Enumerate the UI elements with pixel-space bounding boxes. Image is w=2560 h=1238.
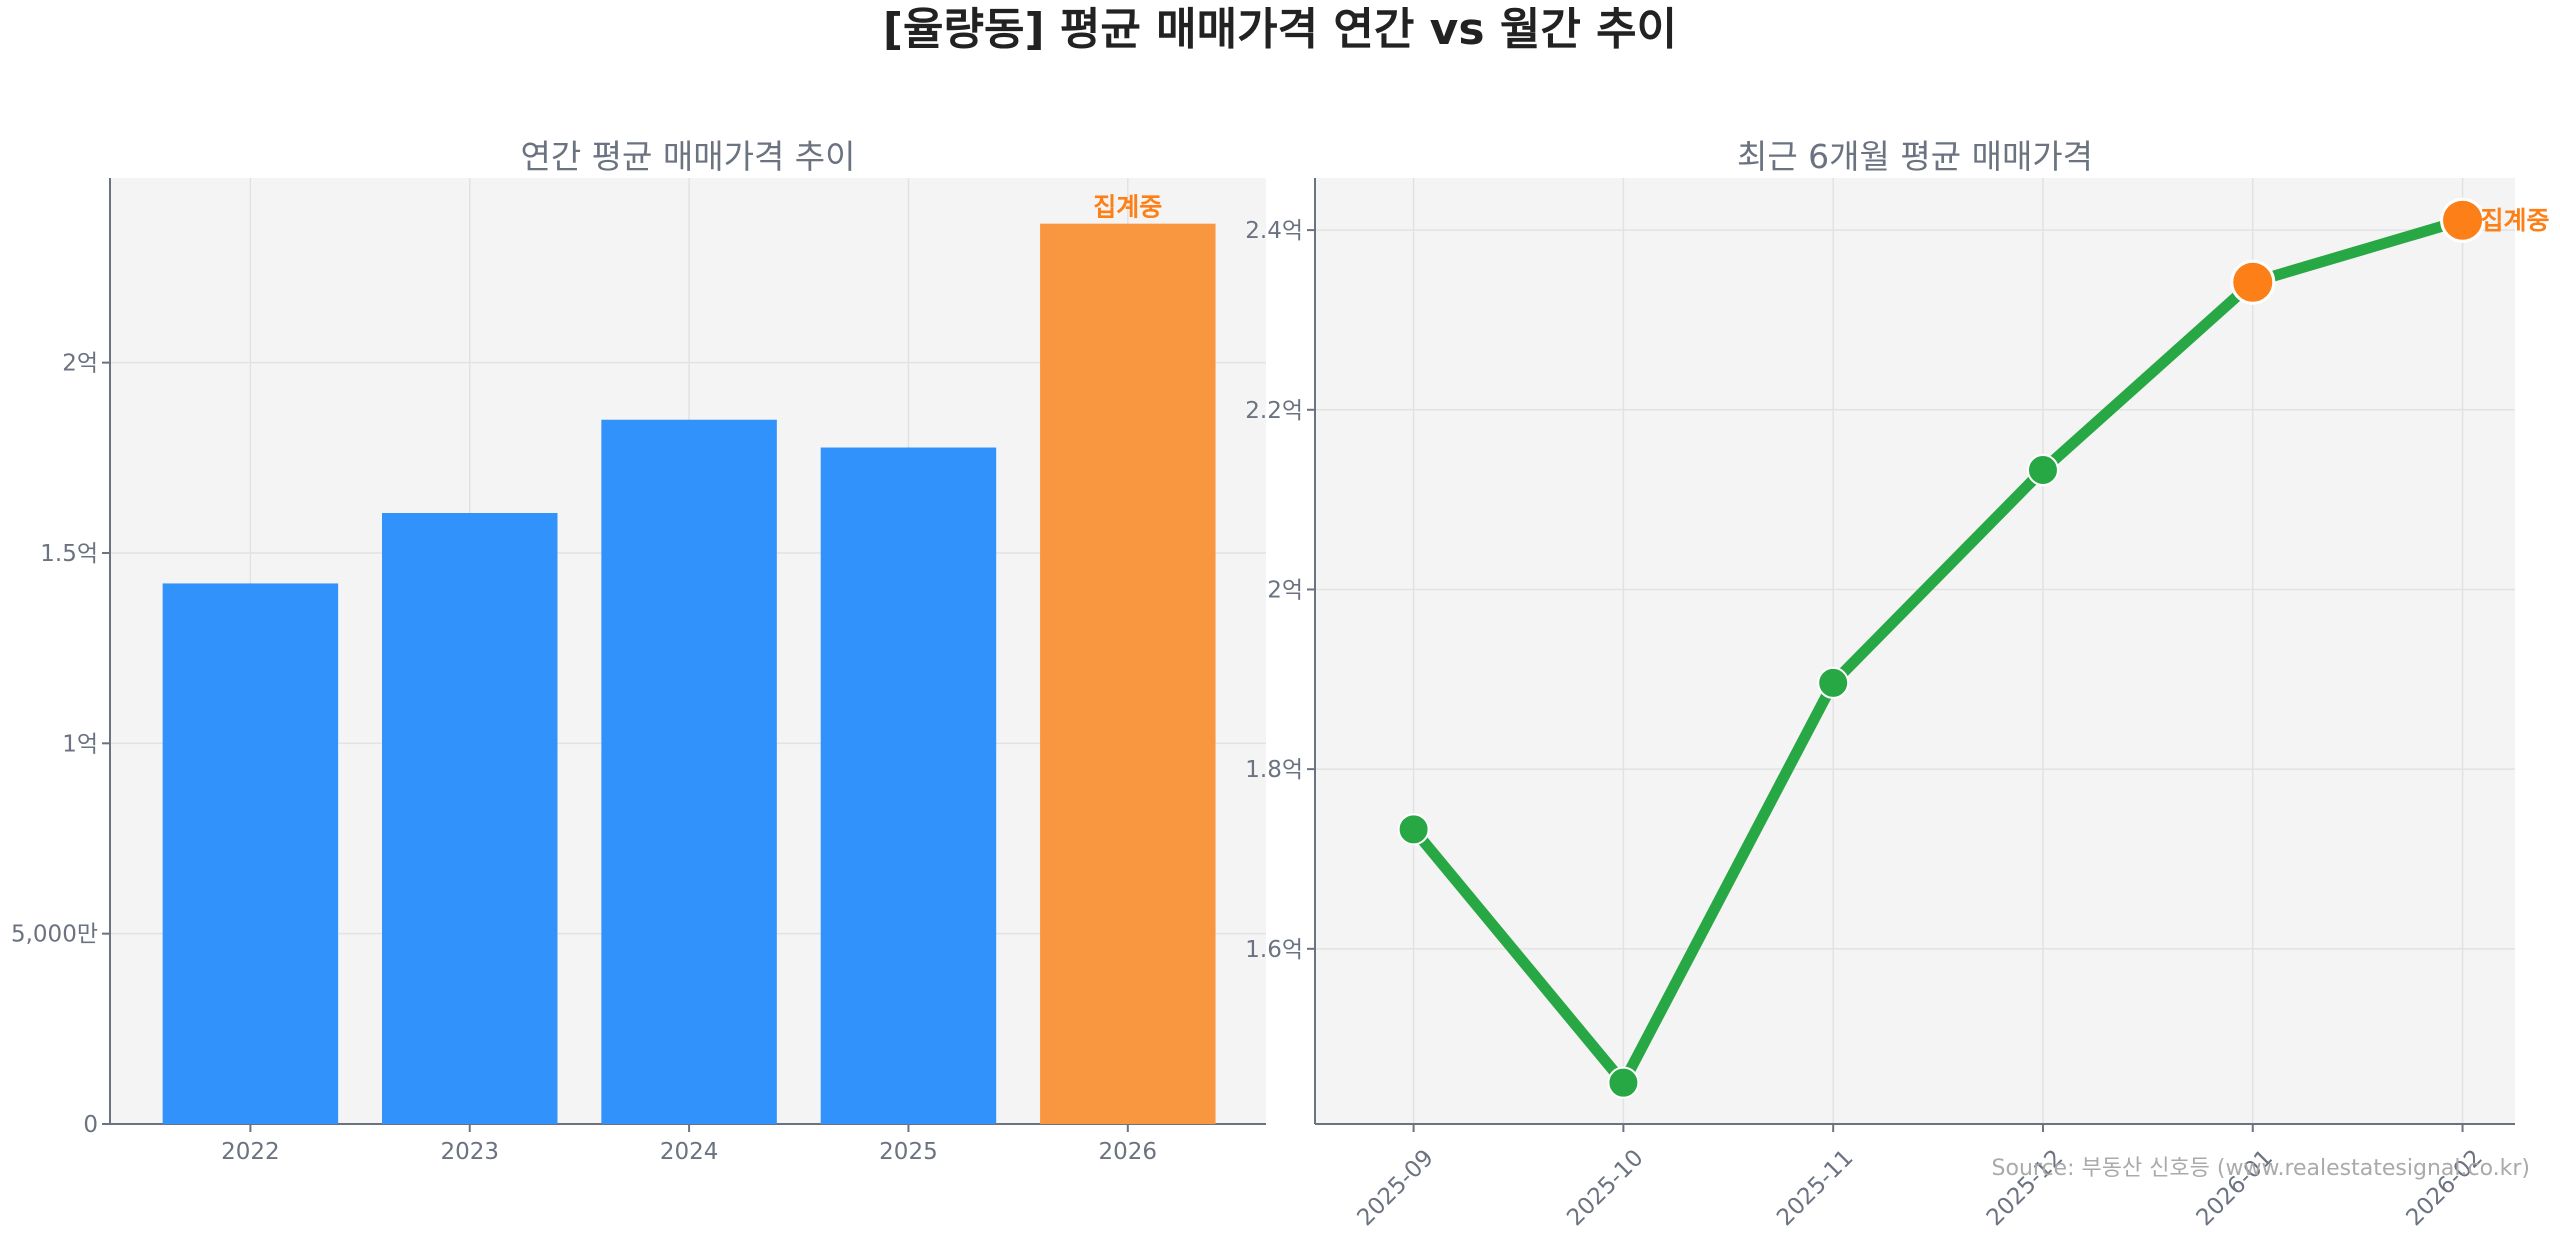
data-point-2026-02 xyxy=(2440,197,2486,243)
y-tick-label: 1.8억 xyxy=(1245,757,1303,783)
bar-annotation: 집계중 xyxy=(1093,193,1162,222)
bar-chart: 0 5,000만 1억 1.5억 2억 2022 2023 2024 2025 2026 집계중 xyxy=(11,178,1266,1165)
data-point-2025-10 xyxy=(1607,1066,1640,1099)
bar-2025 xyxy=(820,447,997,1124)
x-tick-label: 2025-11 xyxy=(1772,1145,1858,1231)
x-tick-label: 2025 xyxy=(879,1139,938,1165)
x-tick-label: 2025-09 xyxy=(1353,1145,1439,1231)
line-chart-title: 최근 6개월 평균 매매가격 xyxy=(1737,137,2093,176)
x-tick-label: 2025-10 xyxy=(1562,1145,1648,1231)
bar-2022 xyxy=(162,583,339,1124)
x-tick-label: 2023 xyxy=(440,1139,499,1165)
y-tick-label: 1.6억 xyxy=(1245,937,1303,963)
bar-2024 xyxy=(601,419,777,1125)
bar-2023 xyxy=(382,513,558,1124)
y-tick-label: 5,000만 xyxy=(11,922,98,948)
y-tick-label: 2억 xyxy=(62,351,98,377)
x-tick-label: 2026 xyxy=(1099,1139,1158,1165)
bar-chart-title: 연간 평균 매매가격 추이 xyxy=(520,137,855,176)
y-tick-label: 0 xyxy=(83,1112,98,1138)
line-annotation: 집계중 xyxy=(2481,206,2550,235)
source-text: Source: 부동산 신호등 (www.realestatesignal.co… xyxy=(1992,1156,2530,1181)
data-point-2025-09 xyxy=(1397,813,1430,846)
figure-title: [율량동] 평균 매매가격 연간 vs 월간 추이 xyxy=(883,4,1677,55)
y-tick-label: 1억 xyxy=(62,731,98,757)
data-point-2026-01 xyxy=(2230,259,2276,305)
x-tick-label: 2022 xyxy=(221,1139,280,1165)
data-point-2025-11 xyxy=(1817,666,1850,699)
plot-area xyxy=(1315,178,2515,1124)
y-tick-label: 1.5억 xyxy=(40,541,98,567)
bar-2026 xyxy=(1040,223,1216,1124)
y-tick-label: 2억 xyxy=(1267,577,1303,603)
series-line xyxy=(1408,214,2469,1089)
y-tick-label: 2.2억 xyxy=(1245,398,1303,424)
x-tick-label: 2024 xyxy=(660,1139,719,1165)
y-tick-label: 2.4억 xyxy=(1245,218,1303,244)
data-point-2025-12 xyxy=(2026,453,2059,486)
